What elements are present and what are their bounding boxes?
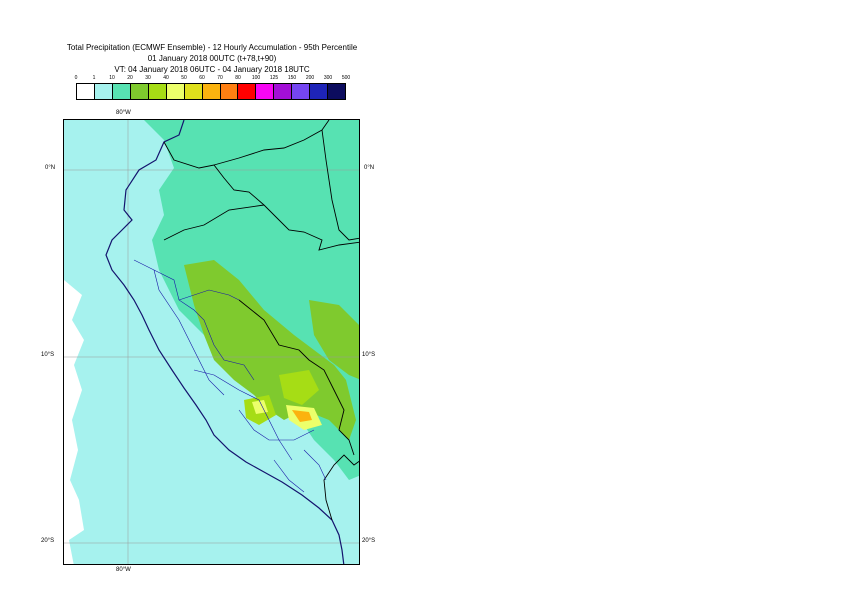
- legend-tick-label: 30: [145, 75, 151, 81]
- legend-tick-label: 80: [235, 75, 241, 81]
- legend-tick-label: 100: [251, 75, 261, 81]
- legend-tick-label: 20: [127, 75, 133, 81]
- chart-title: Total Precipitation (ECMWF Ensemble) - 1…: [66, 43, 358, 52]
- legend-color-box: [184, 84, 203, 99]
- admin-border: [153, 269, 225, 396]
- legend-color-box: [94, 84, 113, 99]
- admin-border: [303, 449, 327, 481]
- legend-tick-label: 0: [74, 75, 78, 81]
- legend-color-box: [148, 84, 167, 99]
- country-border: [238, 299, 355, 456]
- legend-tick-label: 150: [287, 75, 297, 81]
- legend-color-box: [328, 84, 346, 99]
- left-latitude-label-10s: 10°S: [41, 352, 55, 358]
- coastline: [105, 120, 345, 564]
- legend-color-box: [166, 84, 185, 99]
- legend-color-box: [112, 84, 131, 99]
- precipitation-map: [64, 120, 359, 564]
- legend-tick-label: 60: [199, 75, 205, 81]
- legend-color-box: [130, 84, 149, 99]
- legend-color-box: [202, 84, 221, 99]
- precip-green-region: [309, 300, 359, 380]
- legend-color-box: [220, 84, 239, 99]
- right-latitude-label-20s: 20°S: [362, 538, 376, 544]
- right-latitude-label-0: 0°N: [364, 165, 375, 171]
- legend-tick-label: 40: [163, 75, 169, 81]
- legend-color-box: [310, 84, 329, 99]
- precip-cyan-spot: [89, 416, 114, 450]
- bottom-longitude-label: 80°W: [116, 567, 131, 573]
- legend-color-box: [77, 84, 95, 99]
- left-latitude-label-0: 0°N: [45, 165, 56, 171]
- legend-tick-label: 300: [323, 75, 333, 81]
- admin-border: [133, 259, 255, 381]
- precip-orange-patch: [292, 410, 312, 422]
- country-border: [323, 454, 359, 521]
- admin-border: [273, 459, 305, 493]
- chart-subtitle-run: 01 January 2018 00UTC (t+78,t+90): [147, 54, 277, 63]
- legend-color-box: [292, 84, 311, 99]
- legend-tick-label: 70: [217, 75, 223, 81]
- chart-subtitle-valid-time: VT: 04 January 2018 06UTC - 04 January 2…: [114, 65, 310, 74]
- right-latitude-label-10s: 10°S: [362, 352, 376, 358]
- legend-color-box: [274, 84, 293, 99]
- legend-tick-label: 10: [109, 75, 115, 81]
- legend-tick-label: 500: [341, 75, 351, 81]
- legend-tick-label: 125: [269, 75, 279, 81]
- top-longitude-label: 80°W: [116, 110, 131, 116]
- admin-border: [178, 289, 240, 301]
- country-border: [163, 204, 265, 241]
- admin-border: [238, 409, 315, 441]
- legend-tick-label: 50: [181, 75, 187, 81]
- legend-color-box: [238, 84, 257, 99]
- map-panel: [63, 119, 360, 565]
- legend-color-bar: [76, 83, 346, 100]
- legend-color-box: [256, 84, 275, 99]
- precip-lime-patch: [279, 370, 319, 405]
- legend-tick-labels: 0 1 10 20 30 40 50 60 70 80 100 125 150 200 300 500: [0, 73, 842, 83]
- legend-tick-label: 200: [305, 75, 315, 81]
- left-latitude-label-20s: 20°S: [41, 538, 55, 544]
- legend-tick-label: 1: [92, 75, 96, 81]
- precip-cyan-spot: [174, 512, 204, 540]
- country-border: [321, 129, 359, 241]
